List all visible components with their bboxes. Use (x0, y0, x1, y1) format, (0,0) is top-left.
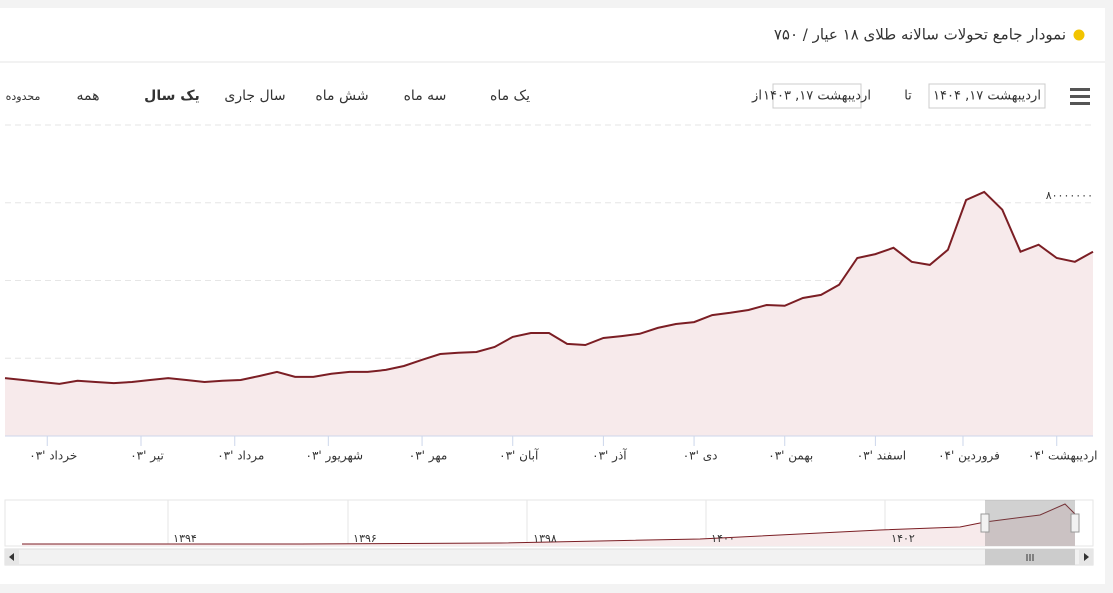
x-tick-label: آبان '۰۳ (499, 448, 539, 463)
from-label: از (751, 89, 762, 104)
x-tick-label: مرداد '۰۳ (217, 449, 264, 464)
x-tick-label: شهریور '۰۳ (306, 449, 364, 464)
x-tick-label: دی '۰۳ (683, 449, 718, 463)
range-button[interactable]: همه (77, 88, 100, 104)
from-date[interactable]: اردیبهشت ۱۷, ۱۴۰۳ (763, 89, 871, 104)
range-button[interactable]: یک سال (144, 88, 200, 104)
chart-title: نمودار جامع تحولات سالانه طلای ۱۸ عیار /… (774, 26, 1066, 44)
title-dot (1073, 29, 1085, 41)
y-tick-label: ۸۰۰۰۰۰۰۰ (1046, 189, 1093, 202)
area (5, 191, 1093, 436)
navigator-label: ۱۴۰۲ (891, 532, 915, 545)
navigator-label: ۱۴۰۰ (711, 532, 735, 545)
navigator-label: ۱۳۹۶ (353, 532, 377, 545)
plot: ۲۰۰۰۰۰۰۰۴۰۰۰۰۰۰۰۶۰۰۰۰۰۰۰۸۰۰۰۰۰۰۰خرداد '۰… (4, 124, 1097, 464)
to-input[interactable] (928, 83, 1046, 109)
range-button[interactable]: یک ماه (490, 88, 530, 104)
range-button[interactable]: سال جاری (224, 88, 285, 104)
x-tick-label: تیر '۰۳ (130, 449, 164, 464)
x-tick-label: مهر '۰۳ (409, 449, 448, 464)
scrollbar[interactable] (4, 548, 1094, 566)
x-tick-label: بهمن '۰۳ (768, 449, 813, 464)
range-button[interactable]: سه ماه (404, 88, 447, 104)
range-button[interactable]: شش ماه (315, 88, 368, 104)
navigator-label: ۱۳۹۸ (533, 532, 557, 545)
to-date[interactable]: اردیبهشت ۱۷, ۱۴۰۴ (933, 89, 1041, 104)
menu-icon[interactable] (1070, 88, 1090, 105)
x-tick-label: اردیبهشت '۰۴ (1028, 449, 1097, 464)
range-label: محدوده (6, 90, 41, 103)
x-tick-label: آذر '۰۳ (592, 448, 627, 464)
x-tick-label: اسفند '۰۳ (857, 449, 906, 463)
line (4, 190, 1094, 385)
navigator-label: ۱۳۹۴ (173, 532, 197, 545)
x-tick-label: خرداد '۰۳ (29, 449, 77, 464)
to-label: تا (904, 89, 912, 104)
x-tick-label: فروردین '۰۴ (938, 449, 1000, 464)
from-input[interactable] (772, 83, 862, 109)
navigator (4, 499, 1094, 547)
